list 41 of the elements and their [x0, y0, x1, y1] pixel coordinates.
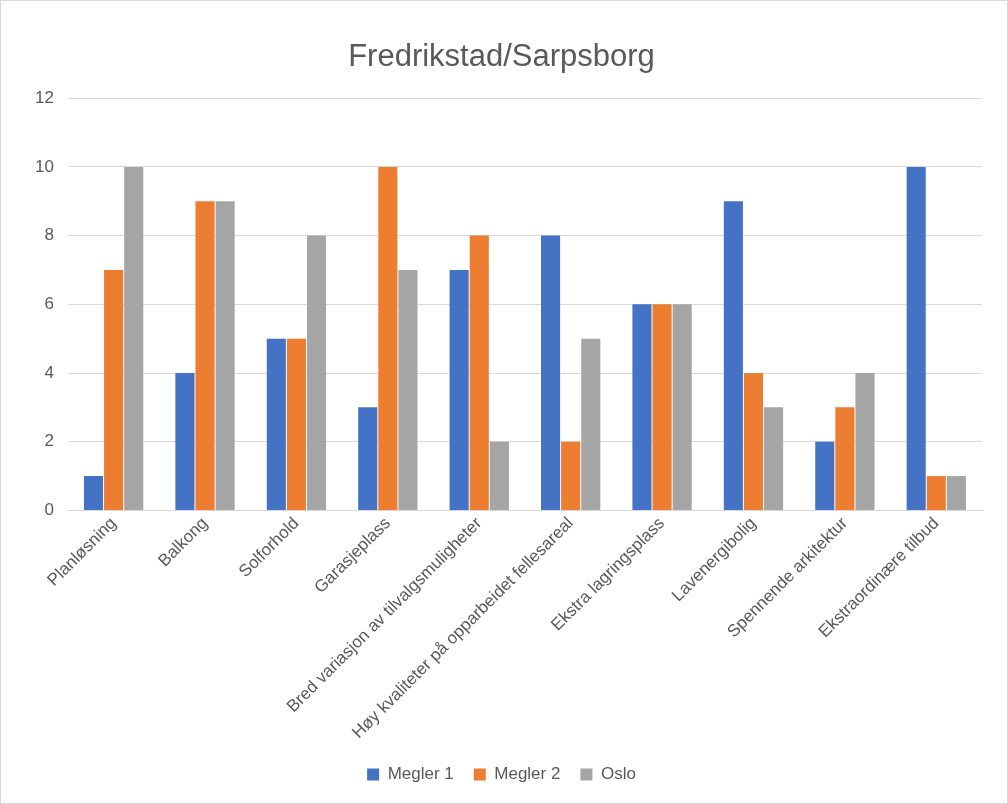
- bar: [286, 338, 306, 510]
- bar: [906, 166, 926, 510]
- bar: [926, 476, 946, 510]
- bar: [175, 373, 195, 510]
- bar: [946, 476, 966, 510]
- bar: [652, 304, 672, 510]
- chart-title: Fredrikstad/Sarpsborg: [348, 38, 655, 74]
- bar: [723, 201, 743, 510]
- bar: [358, 407, 378, 510]
- bar: [541, 235, 561, 510]
- legend-label: Megler 2: [494, 764, 561, 784]
- y-tick-label: 2: [44, 431, 54, 451]
- bar: [398, 269, 418, 510]
- bar: [469, 235, 489, 510]
- legend-label: Oslo: [600, 764, 636, 784]
- bar: [378, 166, 398, 510]
- bar: [215, 201, 235, 510]
- y-tick-label: 8: [44, 225, 54, 245]
- bar: [743, 373, 764, 510]
- bar: [449, 269, 469, 510]
- y-tick-label: 6: [44, 294, 54, 313]
- bar: [124, 166, 144, 510]
- bar: [632, 304, 652, 510]
- bar: [561, 441, 581, 510]
- y-tick-label: 4: [44, 362, 54, 382]
- bar: [581, 338, 601, 510]
- legend-label: Megler 1: [387, 764, 454, 784]
- bar: [266, 338, 286, 510]
- bar: [815, 441, 835, 510]
- bar: [672, 304, 692, 510]
- bar: [489, 441, 509, 510]
- bar: [764, 407, 784, 510]
- bar: [195, 201, 215, 510]
- bar: [104, 269, 124, 510]
- bar: [835, 407, 855, 510]
- bar: [306, 235, 327, 510]
- y-tick-label: 12: [34, 87, 54, 107]
- y-tick-label: 10: [34, 156, 54, 176]
- bar: [855, 373, 875, 510]
- y-tick-label: 0: [44, 500, 54, 520]
- bar: [83, 476, 104, 510]
